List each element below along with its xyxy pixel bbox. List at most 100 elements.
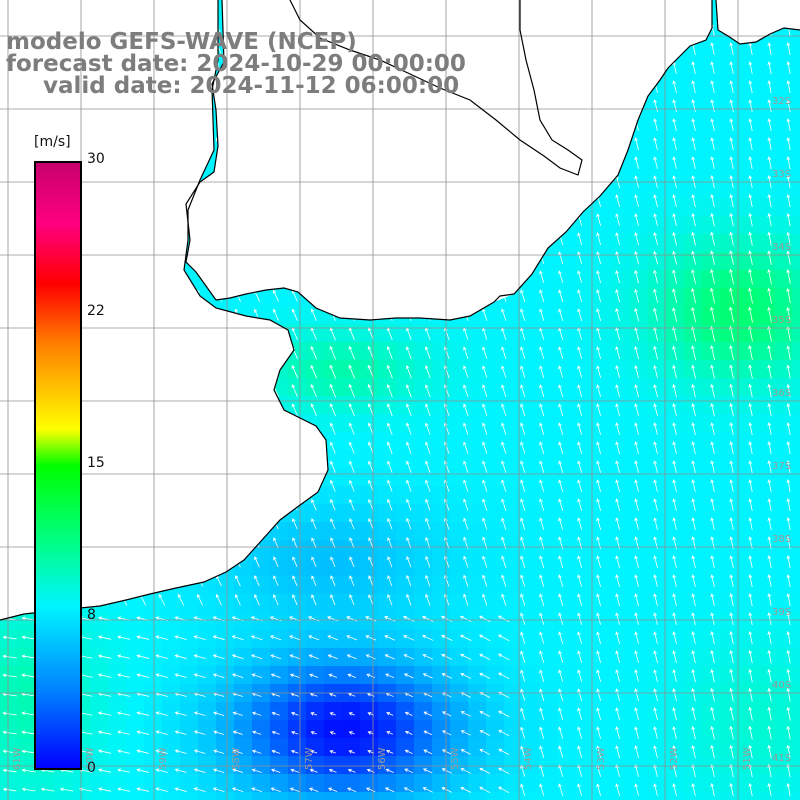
lon-label: 53W bbox=[596, 747, 607, 770]
wind-arrow bbox=[539, 707, 545, 720]
speed-cell bbox=[738, 162, 756, 180]
speed-cell bbox=[288, 774, 306, 792]
wind-arrow bbox=[387, 479, 393, 492]
wind-arrow bbox=[691, 725, 696, 740]
speed-cell bbox=[468, 630, 486, 648]
speed-cell bbox=[756, 126, 774, 144]
wind-arrow bbox=[460, 672, 472, 679]
wind-arrow bbox=[615, 707, 620, 721]
wind-arrow bbox=[441, 768, 452, 774]
speed-cell bbox=[738, 486, 756, 504]
speed-cell bbox=[288, 792, 306, 800]
speed-cell bbox=[792, 774, 800, 792]
speed-cell bbox=[594, 234, 612, 252]
wind-arrow bbox=[292, 594, 298, 606]
speed-cell bbox=[792, 72, 800, 90]
wind-arrow bbox=[748, 156, 753, 170]
speed-cell bbox=[162, 666, 180, 684]
speed-cell bbox=[36, 774, 54, 792]
wind-arrow bbox=[710, 498, 715, 512]
speed-cell bbox=[486, 540, 504, 558]
speed-cell bbox=[792, 450, 800, 468]
wind-arrow bbox=[425, 536, 431, 549]
wind-arrow bbox=[463, 460, 469, 473]
wind-arrow bbox=[310, 750, 318, 754]
wind-arrow bbox=[404, 711, 413, 716]
speed-cell bbox=[522, 378, 540, 396]
speed-cell bbox=[360, 360, 378, 378]
speed-cell bbox=[468, 702, 486, 720]
speed-cell bbox=[684, 486, 702, 504]
wind-arrow bbox=[273, 537, 279, 549]
speed-cell bbox=[90, 702, 108, 720]
wind-arrow bbox=[443, 365, 450, 379]
speed-cell bbox=[342, 558, 360, 576]
wind-arrow bbox=[386, 345, 393, 360]
speed-cell bbox=[630, 594, 648, 612]
speed-cell bbox=[234, 648, 252, 666]
speed-cell bbox=[774, 792, 792, 800]
wind-arrow bbox=[155, 673, 168, 678]
speed-cell bbox=[612, 234, 630, 252]
speed-cell bbox=[684, 594, 702, 612]
speed-cell bbox=[774, 252, 792, 270]
speed-cell bbox=[792, 522, 800, 540]
wind-arrow bbox=[311, 575, 317, 587]
speed-cell bbox=[720, 666, 738, 684]
speed-cell bbox=[756, 414, 774, 432]
speed-cell bbox=[720, 468, 738, 486]
wind-arrow bbox=[367, 422, 374, 435]
wind-arrow bbox=[310, 308, 317, 321]
speed-cell bbox=[558, 324, 576, 342]
speed-cell bbox=[792, 108, 800, 126]
wind-arrow bbox=[691, 650, 696, 664]
wind-arrow bbox=[615, 612, 620, 625]
wind-arrow bbox=[672, 726, 677, 740]
speed-cell bbox=[360, 792, 378, 800]
speed-cell bbox=[738, 774, 756, 792]
speed-cell bbox=[432, 576, 450, 594]
speed-cell bbox=[720, 594, 738, 612]
wind-arrow bbox=[386, 403, 393, 417]
speed-cell bbox=[648, 144, 666, 162]
wind-arrow bbox=[653, 707, 658, 721]
speed-cell bbox=[792, 360, 800, 378]
wind-arrow bbox=[441, 787, 453, 793]
wind-arrow bbox=[403, 673, 414, 679]
speed-cell bbox=[126, 756, 144, 774]
wind-arrow bbox=[691, 706, 696, 721]
speed-cell bbox=[396, 630, 414, 648]
speed-cell bbox=[612, 792, 630, 800]
speed-cell bbox=[342, 468, 360, 486]
speed-cell bbox=[558, 288, 576, 306]
speed-cell bbox=[450, 720, 468, 738]
speed-cell bbox=[684, 540, 702, 558]
speed-cell bbox=[774, 612, 792, 630]
wind-arrow bbox=[328, 692, 337, 697]
speed-cell bbox=[720, 558, 738, 576]
speed-cell bbox=[648, 720, 666, 738]
speed-cell bbox=[612, 576, 630, 594]
speed-cell bbox=[558, 594, 576, 612]
wind-arrow bbox=[786, 441, 791, 455]
wind-arrow bbox=[710, 306, 716, 323]
wind-arrow bbox=[387, 498, 393, 511]
wind-arrow bbox=[329, 345, 337, 360]
speed-cell bbox=[594, 630, 612, 648]
colorbar-tick-22: 22 bbox=[87, 303, 105, 319]
wind-arrow bbox=[386, 441, 393, 454]
speed-cell bbox=[414, 378, 432, 396]
speed-cell bbox=[558, 576, 576, 594]
wind-arrow bbox=[672, 688, 677, 702]
speed-cell bbox=[702, 468, 720, 486]
speed-cell bbox=[630, 774, 648, 792]
speed-cell bbox=[756, 162, 774, 180]
wind-arrow bbox=[193, 768, 206, 773]
wind-arrow bbox=[558, 289, 564, 302]
lat-label: 34S bbox=[772, 242, 791, 253]
speed-cell bbox=[594, 414, 612, 432]
wind-arrow bbox=[406, 498, 412, 511]
speed-cell bbox=[432, 630, 450, 648]
speed-cell bbox=[432, 756, 450, 774]
speed-cell bbox=[594, 306, 612, 324]
